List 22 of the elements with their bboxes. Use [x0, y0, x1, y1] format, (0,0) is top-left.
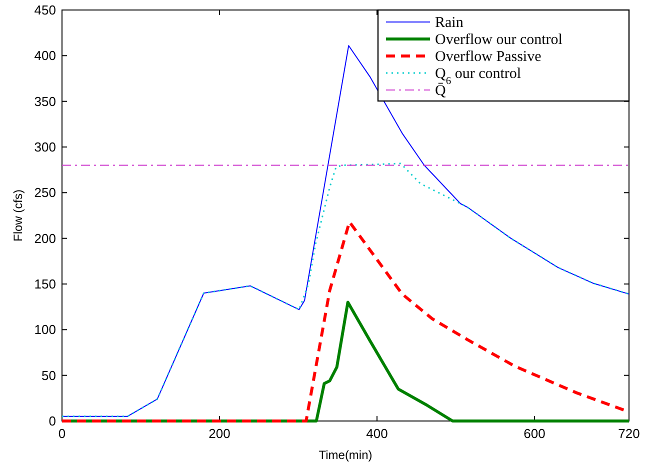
x-tick-label: 600 — [524, 426, 546, 441]
y-tick-label: 200 — [34, 230, 56, 246]
x-tick-label: 400 — [366, 426, 388, 441]
x-tick-label: 720 — [618, 426, 640, 441]
y-axis-title: Flow (cfs) — [11, 190, 25, 242]
legend-label: Overflow Passive — [435, 49, 542, 65]
y-tick-label: 150 — [34, 276, 56, 292]
y-tick-label: 350 — [34, 94, 56, 109]
x-axis-title: Time(min) — [318, 448, 372, 462]
y-tick-label: 100 — [34, 322, 56, 338]
legend-label: Rain — [435, 15, 464, 31]
y-tick-label: 450 — [34, 2, 56, 18]
y-tick-label: 300 — [34, 140, 56, 154]
x-tick-label: 0 — [58, 426, 66, 441]
line-series — [61, 162, 630, 418]
line-series — [62, 45, 630, 417]
legend-label: Overflow our control — [435, 32, 562, 48]
y-tick-label: 250 — [34, 185, 56, 200]
y-tick-label: 0 — [48, 414, 56, 428]
y-tick-label: 400 — [34, 48, 56, 64]
y-tick-label: 50 — [42, 368, 56, 383]
x-tick-label: 200 — [208, 426, 230, 441]
